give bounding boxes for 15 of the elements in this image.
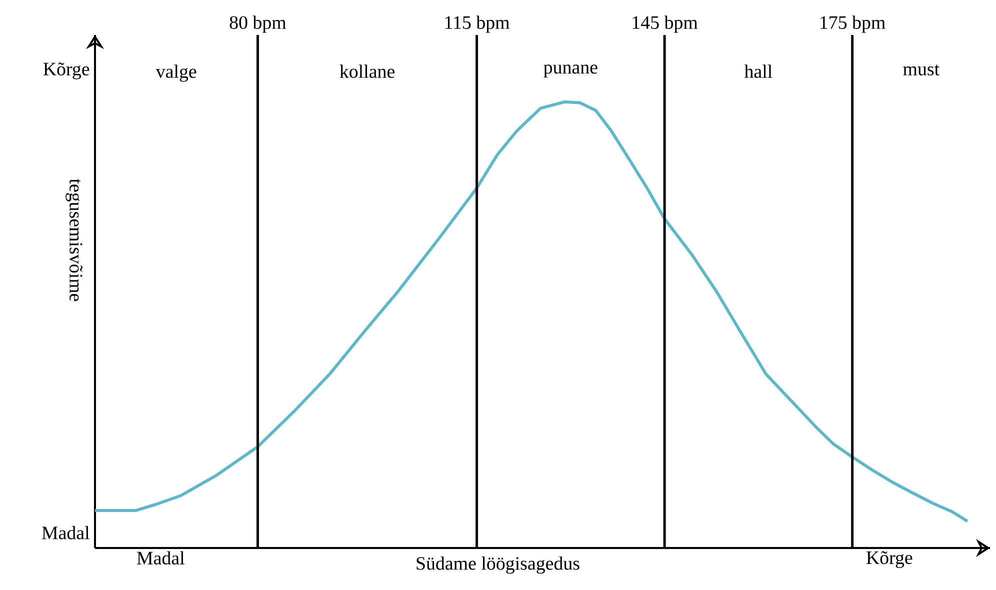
text: Kõrge (43, 62, 90, 80)
annotation: punane (544, 64, 598, 78)
y-axis-title: tegusemisvõime (66, 178, 83, 302)
x-tick-label: 80 bpm (230, 16, 286, 33)
x-tick-label: 115 bpm (445, 16, 510, 33)
x-tick-label: 145 bpm (632, 16, 698, 33)
text: Madal (42, 526, 90, 540)
annotation: valge (156, 64, 196, 82)
text: Madal (137, 551, 184, 565)
annotation: kollane (340, 64, 394, 78)
text: Kõrge (866, 551, 912, 568)
x-axis-title: Südame löögisagedus (416, 556, 580, 574)
x-tick-label: 175 bpm (820, 16, 886, 33)
annotation: must (903, 64, 940, 76)
annotation: hall (744, 64, 772, 78)
